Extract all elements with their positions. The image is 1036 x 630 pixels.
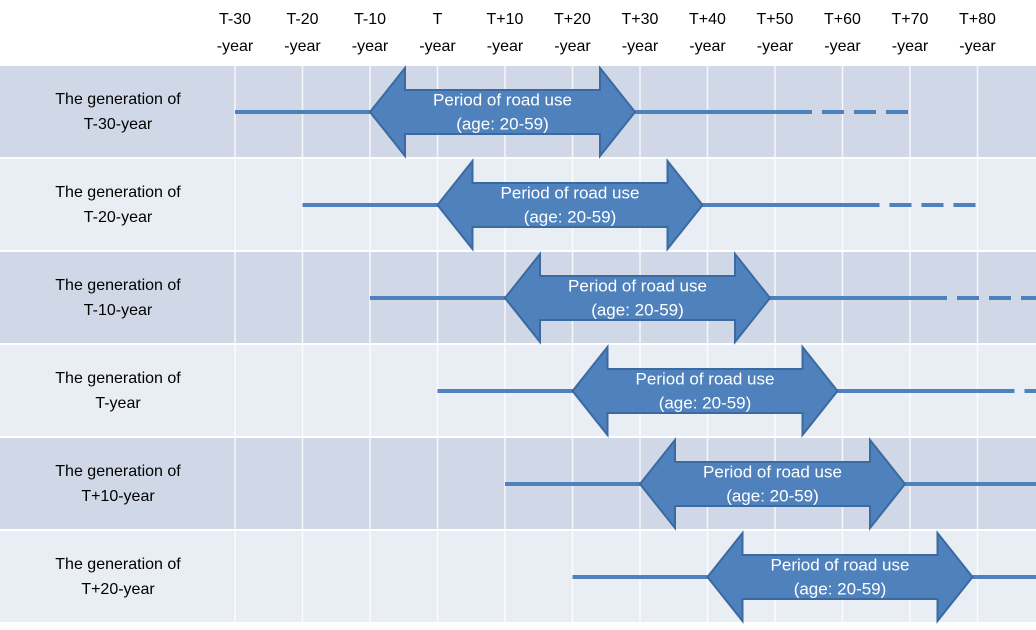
row-label: T-20-year bbox=[84, 209, 153, 226]
column-header: -year bbox=[757, 38, 794, 55]
arrow-label: Period of road use bbox=[703, 462, 842, 481]
column-header: -year bbox=[419, 38, 456, 55]
arrow-label: Period of road use bbox=[636, 369, 775, 388]
period-arrow bbox=[503, 251, 772, 345]
arrow-label: Period of road use bbox=[433, 90, 572, 109]
column-header: -year bbox=[689, 38, 726, 55]
arrow-label: (age: 20-59) bbox=[591, 300, 684, 319]
arrow-label: (age: 20-59) bbox=[794, 579, 887, 598]
row-label: T+10-year bbox=[81, 488, 155, 505]
period-arrow bbox=[571, 344, 839, 438]
period-arrow bbox=[638, 437, 907, 531]
column-header: -year bbox=[352, 38, 389, 55]
column-header: T+40 bbox=[689, 11, 726, 28]
column-header: -year bbox=[824, 38, 861, 55]
period-arrow bbox=[706, 530, 974, 624]
arrow-label: Period of road use bbox=[501, 183, 640, 202]
row-label: The generation of bbox=[55, 370, 181, 387]
column-header: T+30 bbox=[622, 11, 659, 28]
arrow-label: (age: 20-59) bbox=[456, 114, 549, 133]
arrow-label: (age: 20-59) bbox=[659, 393, 752, 412]
column-header: -year bbox=[959, 38, 996, 55]
column-header: -year bbox=[622, 38, 659, 55]
column-header: T+60 bbox=[824, 11, 861, 28]
column-header: T+70 bbox=[892, 11, 929, 28]
row-label: T+20-year bbox=[81, 581, 155, 598]
column-header: T+10 bbox=[487, 11, 524, 28]
row-label: T-30-year bbox=[84, 116, 153, 133]
row-label: The generation of bbox=[55, 556, 181, 573]
column-header: -year bbox=[217, 38, 254, 55]
column-header: T-10 bbox=[354, 11, 386, 28]
arrow-label: (age: 20-59) bbox=[524, 207, 617, 226]
row-label: The generation of bbox=[55, 463, 181, 480]
column-header: T bbox=[433, 11, 443, 28]
column-header: T+50 bbox=[757, 11, 794, 28]
period-arrow bbox=[436, 158, 704, 252]
column-header: T-30 bbox=[219, 11, 251, 28]
row-label: T-year bbox=[95, 395, 141, 412]
period-arrow bbox=[368, 65, 637, 159]
arrow-label: (age: 20-59) bbox=[726, 486, 819, 505]
row-label: The generation of bbox=[55, 91, 181, 108]
arrow-label: Period of road use bbox=[568, 276, 707, 295]
column-header: -year bbox=[487, 38, 524, 55]
row-label: T-10-year bbox=[84, 302, 153, 319]
column-header: T-20 bbox=[286, 11, 318, 28]
row-label: The generation of bbox=[55, 184, 181, 201]
row-label: The generation of bbox=[55, 277, 181, 294]
column-header: -year bbox=[892, 38, 929, 55]
column-header: T+20 bbox=[554, 11, 591, 28]
column-header: -year bbox=[554, 38, 591, 55]
column-header: -year bbox=[284, 38, 321, 55]
column-header: T+80 bbox=[959, 11, 996, 28]
arrow-label: Period of road use bbox=[771, 555, 910, 574]
